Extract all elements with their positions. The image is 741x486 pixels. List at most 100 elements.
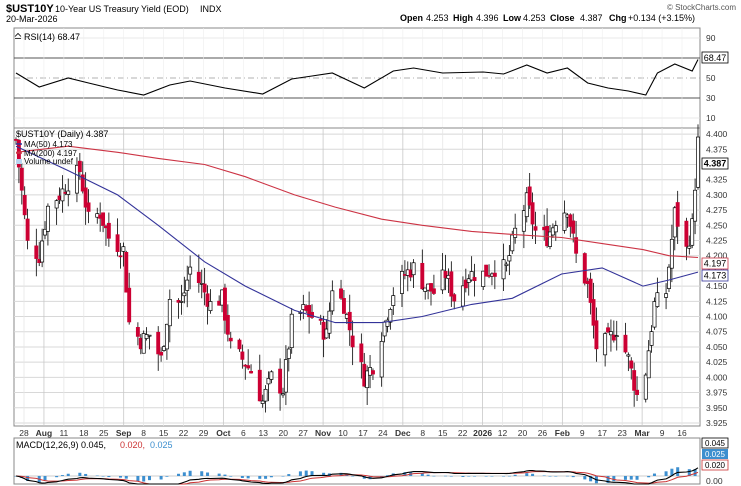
candle <box>208 289 213 314</box>
macd-histogram-bar <box>647 476 651 478</box>
date-tick-label: 17 <box>598 428 608 438</box>
macd-histogram-bar <box>229 476 233 477</box>
candle-body-up <box>385 319 390 327</box>
candle <box>283 345 288 406</box>
candle-body-down <box>571 220 576 234</box>
macd-histogram-bar <box>507 475 511 477</box>
candle <box>562 200 567 234</box>
candle-body-down <box>527 186 532 206</box>
macd-signal-box <box>701 459 729 471</box>
candle-body-up <box>40 240 45 263</box>
candle <box>286 346 291 372</box>
candle <box>179 284 184 315</box>
candle-body-up <box>696 136 700 188</box>
candle-body-down <box>318 318 323 321</box>
candle-body-up <box>440 269 445 291</box>
last-close-label: 4.387 <box>704 159 727 169</box>
candle-body-down <box>530 202 535 225</box>
candle-body-down <box>118 255 123 258</box>
candle-body-up <box>510 234 515 252</box>
candle <box>124 250 129 293</box>
rsi-tick-label: 90 <box>706 33 716 43</box>
chg-value: +0.134 (+3.15%) <box>628 13 695 23</box>
price-tick-label: 3.950 <box>706 403 728 413</box>
macd-value-label: 0.045 <box>705 439 726 448</box>
candle <box>429 283 433 306</box>
candle <box>626 352 631 372</box>
candle-body-down <box>472 277 477 281</box>
candle <box>484 264 489 277</box>
date-tick-label: 12 <box>498 428 508 438</box>
candle-body-down <box>611 334 616 341</box>
rsi-last-label: 68.47 <box>704 53 727 63</box>
macd-histogram-bar <box>55 476 59 478</box>
price-tick-label: 4.100 <box>706 312 728 322</box>
macd-histogram-bar <box>652 473 656 476</box>
candle <box>19 162 24 205</box>
candle <box>667 264 671 292</box>
candle <box>452 292 457 310</box>
candle-body-up <box>548 231 552 247</box>
candle <box>260 394 265 408</box>
price-legend: $UST10Y (Daily) 4.387 <box>16 129 108 139</box>
candle-body-up <box>687 245 692 249</box>
macd-histogram-bar <box>513 474 517 476</box>
macd-legend-hist: 0.025 <box>150 440 173 450</box>
candle <box>77 152 82 180</box>
candle-body-up <box>603 333 608 356</box>
candle-body-down <box>420 262 425 290</box>
macd-histogram-bar <box>635 476 639 480</box>
candle-body-down <box>606 327 610 333</box>
candle <box>669 224 674 283</box>
date-tick-label: Aug <box>36 428 53 438</box>
candle-body-up <box>269 371 274 380</box>
candle <box>635 376 640 402</box>
macd-histogram-bar <box>403 472 407 476</box>
candle <box>185 265 190 308</box>
candle-body-up <box>388 309 393 323</box>
candle <box>652 297 657 330</box>
price-tick-label: 4.400 <box>706 129 728 139</box>
candle <box>693 178 698 235</box>
candle-body-down <box>80 174 85 192</box>
date-tick-label: 18 <box>79 428 89 438</box>
candle <box>623 322 628 354</box>
candle <box>588 272 593 315</box>
candle <box>513 213 518 244</box>
high-value: 4.396 <box>476 13 499 23</box>
candle <box>22 186 27 220</box>
macd-legend: MACD(12,26,9) 0.045, <box>16 440 106 450</box>
candle <box>365 365 370 406</box>
date-tick-label: 26 <box>538 428 548 438</box>
macd-histogram-bar <box>84 473 88 476</box>
candle-body-up <box>391 295 396 306</box>
candle <box>359 333 364 379</box>
price-tick-label: 4.375 <box>706 144 728 154</box>
macd-histogram-bar <box>107 476 111 478</box>
candle-body-up <box>466 278 471 283</box>
price-tick-label: 4.200 <box>706 251 728 261</box>
macd-histogram-bar <box>426 474 430 476</box>
candle <box>443 254 448 291</box>
macd-legend-signal: 0.020, <box>120 440 145 450</box>
candle-body-up <box>501 259 506 280</box>
price-tick-label: 4.025 <box>706 357 728 367</box>
close-value: 4.387 <box>580 13 603 23</box>
date-tick-label: 27 <box>298 428 308 438</box>
macd-histogram-bar <box>589 476 593 482</box>
candle-body-up <box>649 331 654 346</box>
candle <box>614 320 619 351</box>
date-tick-label: Sep <box>116 428 132 438</box>
macd-histogram-bar <box>565 475 569 477</box>
date-tick-label: 22 <box>179 428 189 438</box>
candle-body-down <box>228 337 233 342</box>
date-tick-label: 25 <box>99 428 109 438</box>
candle-body-down <box>202 283 207 293</box>
candle-body-up <box>45 205 50 232</box>
price-tick-label: 4.275 <box>706 205 728 215</box>
price-tick-label: 4.075 <box>706 327 728 337</box>
candle-body-up <box>655 292 660 307</box>
candle-body-up <box>188 266 193 275</box>
candle-body-down <box>431 288 436 294</box>
